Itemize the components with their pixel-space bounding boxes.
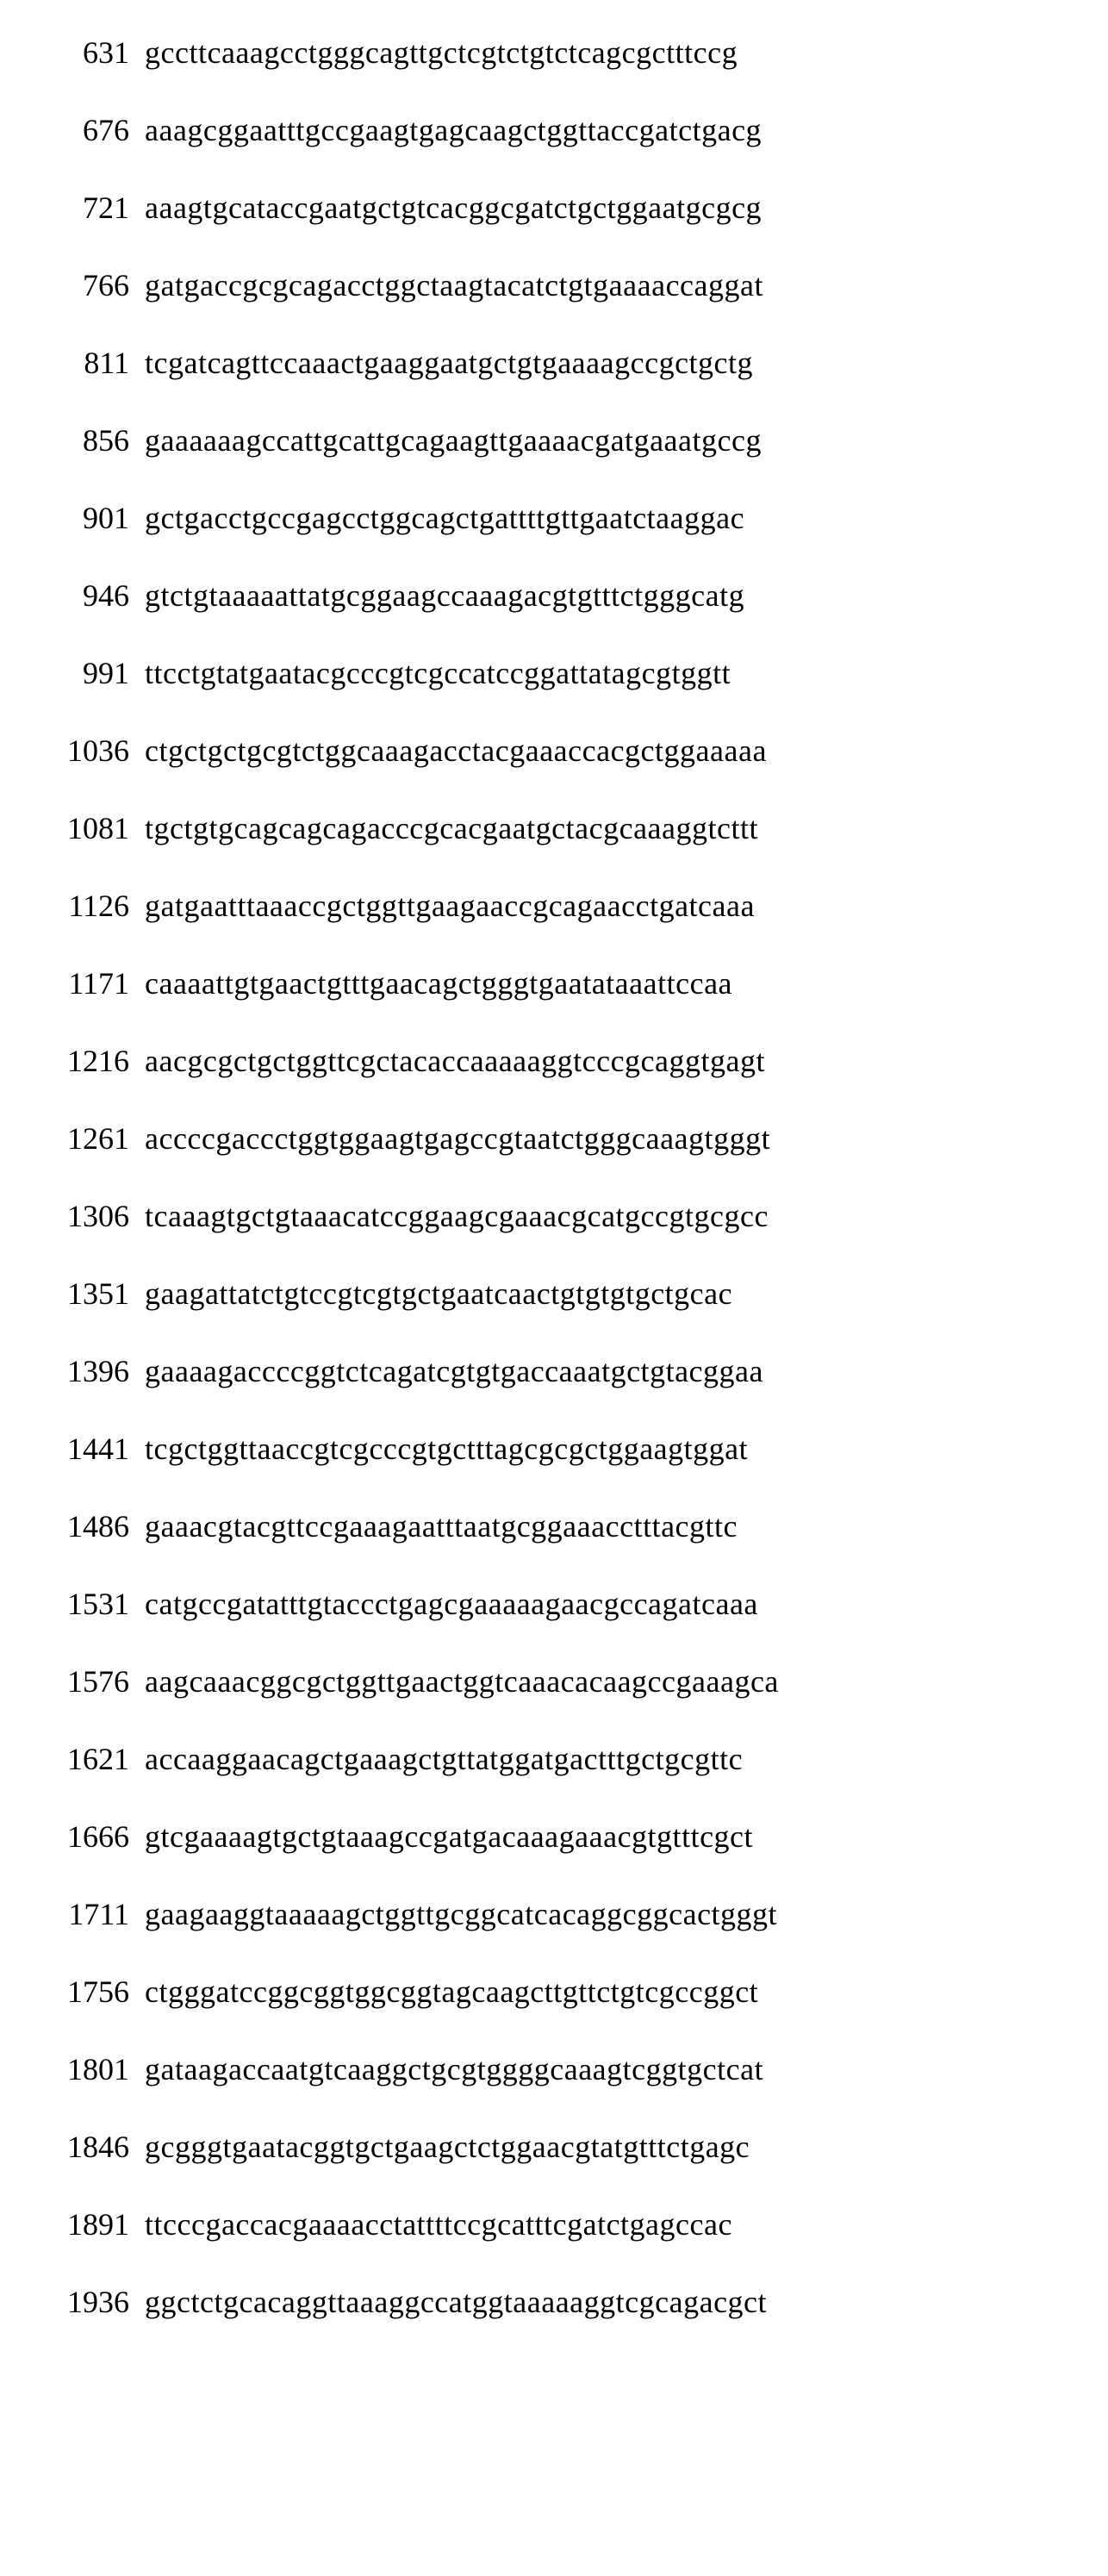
sequence-position: 1261 [52, 1120, 129, 1157]
sequence-position: 676 [52, 112, 129, 148]
sequence-row: 766 gatgaccgcgcagacctggctaagtacatctgtgaaa… [52, 267, 1056, 303]
sequence-text: aacgcgctgctggttcgctacaccaaaaaggtcccgcagg… [145, 1043, 765, 1079]
sequence-list: 631 gccttcaaagcctgggcagttgctcgtctgtctcagc… [52, 34, 1056, 2320]
sequence-position: 1396 [52, 1353, 129, 1389]
sequence-row: 1261 accccgaccctggtggaagtgagccgtaatctgggc… [52, 1120, 1056, 1157]
sequence-row: 1081 tgctgtgcagcagcagacccgcacgaatgctacgca… [52, 810, 1056, 846]
sequence-row: 1576 aagcaaacggcgctggttgaactggtcaaacacaag… [52, 1663, 1056, 1700]
sequence-text: tcgctggttaaccgtcgcccgtgctttagcgcgctggaag… [145, 1431, 748, 1467]
sequence-row: 1756 ctgggatccggcggtggcggtagcaagcttgttctg… [52, 1974, 1056, 2010]
sequence-row: 1936 ggctctgcacaggttaaaggccatggtaaaaaggtc… [52, 2284, 1056, 2320]
sequence-text: ggctctgcacaggttaaaggccatggtaaaaaggtcgcag… [145, 2284, 767, 2320]
sequence-position: 1441 [52, 1431, 129, 1467]
sequence-text: ttcctgtatgaatacgcccgtcgccatccggattatagcg… [145, 655, 731, 691]
sequence-position: 1306 [52, 1198, 129, 1234]
sequence-row: 1486 gaaacgtacgttccgaaagaatttaatgcggaaacc… [52, 1508, 1056, 1544]
sequence-text: gtcgaaaagtgctgtaaagccgatgacaaagaaacgtgtt… [145, 1818, 753, 1855]
sequence-position: 811 [52, 345, 129, 381]
sequence-row: 856 gaaaaaagccattgcattgcagaagttgaaaacgatg… [52, 422, 1056, 458]
sequence-row: 1306 tcaaagtgctgtaaacatccggaagcgaaacgcatg… [52, 1198, 1056, 1234]
sequence-position: 1216 [52, 1043, 129, 1079]
sequence-position: 631 [52, 34, 129, 71]
sequence-row: 1666 gtcgaaaagtgctgtaaagccgatgacaaagaaacg… [52, 1818, 1056, 1855]
sequence-text: catgccgatatttgtaccctgagcgaaaaagaacgccaga… [145, 1586, 758, 1622]
sequence-text: gaagaaggtaaaaagctggttgcggcatcacaggcggcac… [145, 1896, 777, 1932]
sequence-row: 1126 gatgaatttaaaccgctggttgaagaaccgcagaac… [52, 888, 1056, 924]
sequence-row: 1801 gataagaccaatgtcaaggctgcgtggggcaaagtc… [52, 2051, 1056, 2087]
sequence-position: 1891 [52, 2206, 129, 2242]
sequence-text: tcaaagtgctgtaaacatccggaagcgaaacgcatgccgt… [145, 1198, 769, 1234]
sequence-position: 1171 [52, 965, 129, 1001]
sequence-position: 901 [52, 500, 129, 536]
sequence-row: 1531 catgccgatatttgtaccctgagcgaaaaagaacgc… [52, 1586, 1056, 1622]
sequence-row: 1621 accaaggaacagctgaaagctgttatggatgacttt… [52, 1741, 1056, 1777]
sequence-row: 1846 gcgggtgaatacggtgctgaagctctggaacgtatg… [52, 2129, 1056, 2165]
sequence-position: 766 [52, 267, 129, 303]
sequence-position: 1666 [52, 1818, 129, 1855]
sequence-position: 1036 [52, 733, 129, 769]
sequence-position: 1756 [52, 1974, 129, 2010]
sequence-text: gataagaccaatgtcaaggctgcgtggggcaaagtcggtg… [145, 2051, 763, 2087]
sequence-row: 1036 ctgctgctgcgtctggcaaagacctacgaaaccacg… [52, 733, 1056, 769]
sequence-position: 1576 [52, 1663, 129, 1700]
sequence-position: 1621 [52, 1741, 129, 1777]
sequence-text: tcgatcagttccaaactgaaggaatgctgtgaaaagccgc… [145, 345, 753, 381]
sequence-text: gccttcaaagcctgggcagttgctcgtctgtctcagcgct… [145, 34, 738, 71]
sequence-position: 1801 [52, 2051, 129, 2087]
sequence-text: gtctgtaaaaattatgcggaagccaaagacgtgtttctgg… [145, 577, 744, 614]
sequence-text: aaagcggaatttgccgaagtgagcaagctggttaccgatc… [145, 112, 762, 148]
sequence-row: 946 gtctgtaaaaattatgcggaagccaaagacgtgtttc… [52, 577, 1056, 614]
sequence-text: gaaaaaagccattgcattgcagaagttgaaaacgatgaaa… [145, 422, 762, 458]
sequence-position: 1351 [52, 1276, 129, 1312]
sequence-text: gcgggtgaatacggtgctgaagctctggaacgtatgtttc… [145, 2129, 750, 2165]
sequence-row: 1441 tcgctggttaaccgtcgcccgtgctttagcgcgctg… [52, 1431, 1056, 1467]
sequence-position: 721 [52, 190, 129, 226]
sequence-position: 1846 [52, 2129, 129, 2165]
sequence-position: 1711 [52, 1896, 129, 1932]
sequence-row: 811 tcgatcagttccaaactgaaggaatgctgtgaaaagc… [52, 345, 1056, 381]
sequence-row: 1171 caaaattgtgaactgtttgaacagctgggtgaatat… [52, 965, 1056, 1001]
sequence-text: gatgaccgcgcagacctggctaagtacatctgtgaaaacc… [145, 267, 763, 303]
sequence-position: 1531 [52, 1586, 129, 1622]
sequence-text: tgctgtgcagcagcagacccgcacgaatgctacgcaaagg… [145, 810, 758, 846]
sequence-row: 1351 gaagattatctgtccgtcgtgctgaatcaactgtgt… [52, 1276, 1056, 1312]
sequence-row: 1891 ttcccgaccacgaaaacctattttccgcatttcgat… [52, 2206, 1056, 2242]
sequence-row: 901 gctgacctgccgagcctggcagctgattttgttgaat… [52, 500, 1056, 536]
sequence-text: gaagattatctgtccgtcgtgctgaatcaactgtgtgtgc… [145, 1276, 732, 1312]
sequence-text: caaaattgtgaactgtttgaacagctgggtgaatataaat… [145, 965, 732, 1001]
sequence-text: gaaacgtacgttccgaaagaatttaatgcggaaaccttta… [145, 1508, 738, 1544]
sequence-position: 946 [52, 577, 129, 614]
sequence-position: 1936 [52, 2284, 129, 2320]
sequence-row: 1711 gaagaaggtaaaaagctggttgcggcatcacaggcg… [52, 1896, 1056, 1932]
sequence-row: 631 gccttcaaagcctgggcagttgctcgtctgtctcagc… [52, 34, 1056, 71]
sequence-text: gatgaatttaaaccgctggttgaagaaccgcagaacctga… [145, 888, 755, 924]
sequence-row: 1396 gaaaagaccccggtctcagatcgtgtgaccaaatgc… [52, 1353, 1056, 1389]
sequence-text: gctgacctgccgagcctggcagctgattttgttgaatcta… [145, 500, 744, 536]
sequence-text: aaagtgcataccgaatgctgtcacggcgatctgctggaat… [145, 190, 762, 226]
sequence-position: 1126 [52, 888, 129, 924]
sequence-row: 721 aaagtgcataccgaatgctgtcacggcgatctgctgg… [52, 190, 1056, 226]
sequence-position: 856 [52, 422, 129, 458]
sequence-position: 1486 [52, 1508, 129, 1544]
sequence-text: ttcccgaccacgaaaacctattttccgcatttcgatctga… [145, 2206, 732, 2242]
sequence-position: 1081 [52, 810, 129, 846]
sequence-text: accccgaccctggtggaagtgagccgtaatctgggcaaag… [145, 1120, 770, 1157]
sequence-text: gaaaagaccccggtctcagatcgtgtgaccaaatgctgta… [145, 1353, 763, 1389]
sequence-row: 676 aaagcggaatttgccgaagtgagcaagctggttaccg… [52, 112, 1056, 148]
sequence-text: aagcaaacggcgctggttgaactggtcaaacacaagccga… [145, 1663, 779, 1700]
sequence-position: 991 [52, 655, 129, 691]
sequence-text: accaaggaacagctgaaagctgttatggatgactttgctg… [145, 1741, 743, 1777]
sequence-text: ctgggatccggcggtggcggtagcaagcttgttctgtcgc… [145, 1974, 758, 2010]
sequence-row: 1216 aacgcgctgctggttcgctacaccaaaaaggtcccg… [52, 1043, 1056, 1079]
sequence-text: ctgctgctgcgtctggcaaagacctacgaaaccacgctgg… [145, 733, 767, 769]
sequence-row: 991 ttcctgtatgaatacgcccgtcgccatccggattata… [52, 655, 1056, 691]
